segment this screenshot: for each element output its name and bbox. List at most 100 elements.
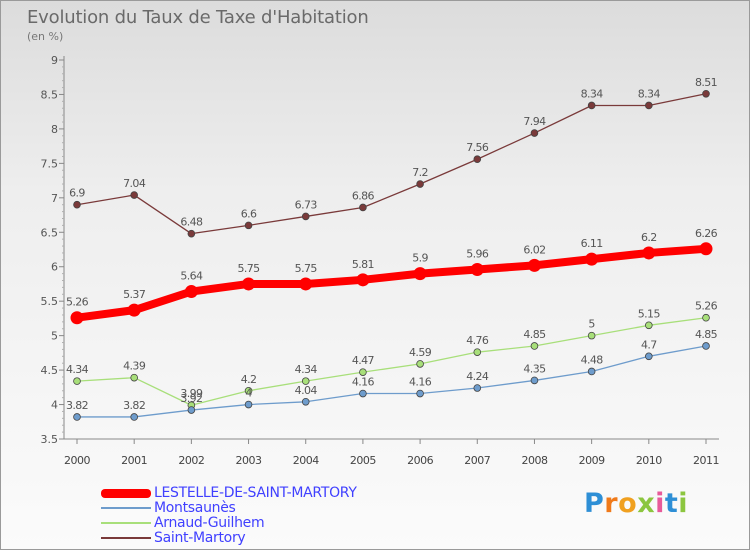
x-tick-label: 2005 [350, 454, 376, 467]
data-label: 6.6 [241, 207, 257, 220]
data-label: 4.39 [123, 360, 146, 373]
data-label: 4.2 [241, 373, 257, 386]
data-label: 7.56 [466, 141, 489, 154]
series-point-0 [242, 277, 256, 291]
y-tick-label: 8.5 [41, 88, 59, 101]
series-point-3 [187, 229, 196, 238]
data-label: 4.47 [352, 354, 375, 367]
x-tick-label: 2001 [121, 454, 147, 467]
legend-label: LESTELLE-DE-SAINT-MARTORY [154, 485, 357, 501]
data-label: 5.75 [295, 262, 318, 275]
data-label: 5.75 [237, 262, 260, 275]
legend-swatch [101, 507, 151, 509]
legend-swatch [101, 488, 151, 498]
series-point-2 [473, 348, 482, 356]
logo-letter: i [678, 488, 689, 519]
data-label: 8.34 [638, 87, 661, 100]
data-label: 4.35 [523, 362, 546, 375]
data-label: 6.26 [695, 227, 718, 240]
logo-letter: r [604, 488, 619, 519]
x-tick-label: 2011 [693, 454, 719, 467]
data-label: 4.59 [409, 346, 432, 359]
x-tick-label: 2004 [293, 454, 319, 467]
series-point-1 [301, 397, 310, 406]
series-line-2 [76, 317, 707, 406]
data-label: 6.48 [180, 216, 203, 229]
series-point-1 [244, 400, 253, 409]
series-point-1 [702, 342, 710, 350]
series-point-3 [702, 89, 710, 98]
data-label: 4.24 [466, 370, 489, 383]
data-label: 4.76 [466, 334, 489, 347]
series-point-2 [530, 342, 539, 350]
series-point-2 [702, 313, 710, 322]
data-label: 5.26 [66, 296, 89, 309]
data-label: 4.7 [641, 338, 657, 351]
y-tick-label: 4.5 [41, 364, 59, 377]
series-point-0 [127, 303, 141, 317]
series-point-3 [359, 203, 367, 212]
data-label: 6.9 [69, 187, 85, 200]
series-point-2 [130, 373, 138, 382]
logo-letter: o [618, 488, 638, 519]
series-point-0 [413, 267, 427, 281]
series-point-0 [356, 273, 370, 287]
series-point-3 [530, 129, 539, 137]
data-label: 4 [245, 387, 252, 400]
y-tick-label: 5.5 [41, 295, 59, 308]
data-label: 4.34 [295, 363, 318, 376]
data-label: 4.34 [66, 363, 89, 376]
logo-letter: i [655, 488, 665, 519]
series-point-0 [299, 277, 313, 291]
series-point-2 [359, 368, 367, 376]
series-point-2 [645, 321, 653, 330]
data-label: 4.85 [523, 328, 546, 341]
legend-swatch [101, 537, 151, 539]
series-point-1 [530, 376, 539, 385]
chart-subtitle: (en %) [27, 30, 64, 43]
data-label: 8.51 [695, 76, 717, 89]
series-point-3 [473, 155, 482, 164]
x-tick-label: 2009 [579, 454, 605, 467]
series-point-1 [473, 384, 482, 392]
data-label: 7.94 [523, 115, 546, 128]
x-tick-label: 2010 [636, 454, 662, 467]
data-label: 6.73 [295, 198, 318, 211]
data-label: 5.9 [412, 252, 428, 265]
data-label: 6.86 [352, 189, 375, 202]
series-point-0 [699, 242, 713, 256]
series-point-3 [416, 180, 424, 188]
data-label: 5.96 [466, 247, 489, 260]
series-point-2 [587, 331, 596, 340]
series-point-1 [416, 389, 424, 398]
data-label: 4.16 [409, 376, 432, 389]
series-point-0 [184, 285, 198, 299]
y-tick-label: 8 [51, 123, 58, 136]
series-point-1 [73, 413, 81, 421]
series-point-1 [645, 352, 653, 361]
x-tick-label: 2008 [521, 454, 547, 467]
series-point-3 [244, 221, 253, 230]
series-line-3 [76, 93, 707, 235]
series-line-1 [76, 345, 707, 418]
x-tick-label: 2007 [464, 454, 490, 467]
legend-swatch [101, 522, 151, 524]
series-point-3 [130, 191, 138, 199]
proxiti-logo: Proxiti [584, 488, 688, 519]
series-point-1 [359, 389, 367, 398]
series-point-3 [645, 101, 653, 110]
series-point-3 [73, 200, 81, 209]
y-tick-label: 9 [51, 54, 58, 67]
data-label: 7.2 [412, 166, 428, 179]
logo-letter: x [637, 488, 656, 519]
logo-letter: P [584, 488, 605, 519]
series-point-2 [244, 386, 253, 395]
data-label: 6.11 [581, 237, 603, 250]
y-tick-label: 7.5 [41, 157, 59, 170]
y-tick-label: 3.5 [41, 433, 59, 446]
y-tick-label: 6.5 [41, 226, 59, 239]
y-tick-label: 4 [51, 399, 58, 412]
data-label: 3.99 [180, 387, 203, 400]
series-point-1 [587, 367, 596, 376]
